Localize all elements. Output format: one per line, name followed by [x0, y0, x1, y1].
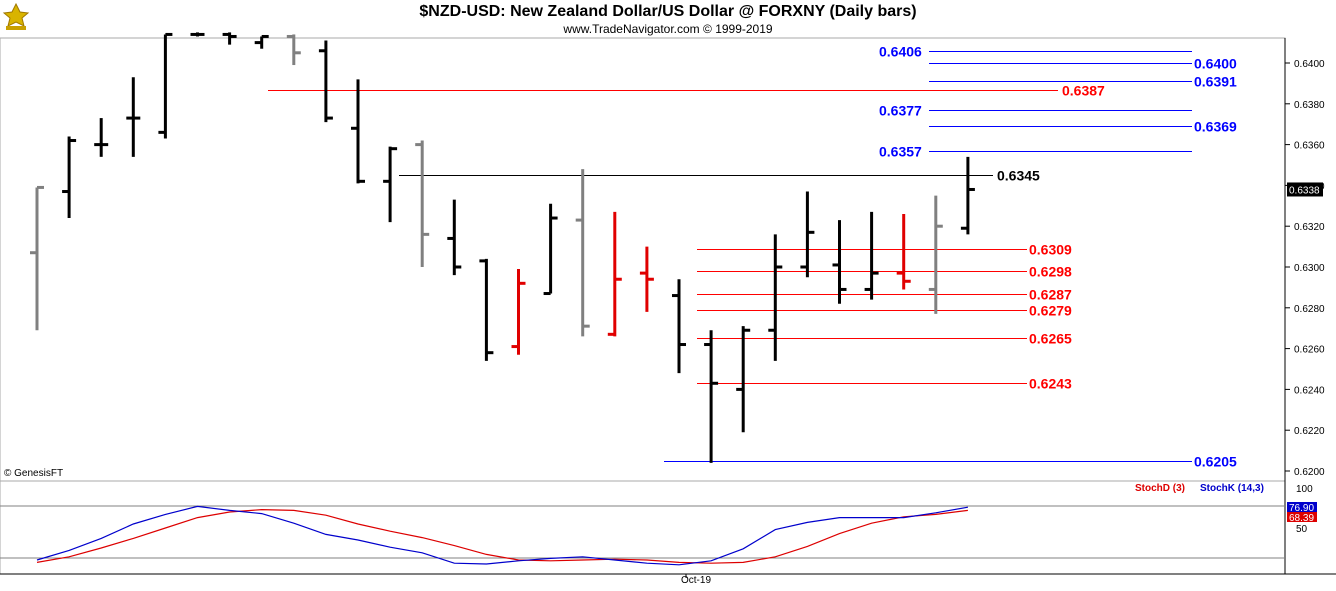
ohlc-bar — [607, 211, 622, 337]
stoch-k-legend: StochK (14,3) — [1200, 483, 1264, 494]
y-axis-tick-label: 0.6400 — [1294, 59, 1325, 70]
stoch-axis-tick-label: 100 — [1296, 484, 1313, 495]
ohlc-bar — [318, 40, 333, 123]
y-axis-tick-label: 0.6260 — [1294, 345, 1325, 356]
stoch-k-marker — [1287, 502, 1317, 512]
level-label-0.6287: 0.6287 — [1029, 287, 1072, 303]
stoch-line-StochK (14,3) — [36, 505, 969, 566]
logo-icon — [2, 2, 30, 30]
y-axis-tick-label: 0.6380 — [1294, 100, 1325, 111]
ohlc-bar — [960, 156, 975, 235]
chart-subtitle: www.TradeNavigator.com © 1999-2019 — [563, 22, 773, 36]
level-label-0.6369: 0.6369 — [1194, 119, 1237, 135]
ohlc-bar — [928, 195, 943, 314]
ohlc-bar — [768, 234, 783, 361]
last-price-label: 0.6338 — [1289, 185, 1320, 196]
y-axis-tick-label: 0.6280 — [1294, 304, 1325, 315]
ohlc-bar — [254, 34, 269, 49]
ohlc-bar — [736, 326, 751, 433]
ohlc-bar — [800, 191, 815, 278]
ohlc-bar — [639, 246, 654, 312]
ohlc-bar — [190, 32, 205, 37]
ohlc-bar — [415, 140, 430, 267]
y-axis-tick-label: 0.6220 — [1294, 426, 1325, 437]
ohlc-bar — [864, 211, 879, 300]
ohlc-bar — [896, 213, 911, 290]
y-axis-tick-label: 0.6320 — [1294, 222, 1325, 233]
stoch-d-value: 68.39 — [1289, 513, 1314, 524]
y-axis-tick-label: 0.6300 — [1294, 263, 1325, 274]
ohlc-bar — [351, 79, 365, 184]
stoch-k-value: 76.90 — [1289, 503, 1314, 514]
copyright-label: © GenesisFT — [4, 468, 64, 479]
y-axis-tick-label: 0.6360 — [1294, 141, 1325, 152]
stoch-d-marker — [1287, 512, 1317, 522]
ohlc-bar — [479, 258, 494, 361]
level-label-0.6279: 0.6279 — [1029, 303, 1072, 319]
level-label-0.6243: 0.6243 — [1029, 376, 1072, 392]
x-axis-tick-label: Oct-19 — [681, 575, 712, 586]
ohlc-bar — [158, 32, 173, 139]
level-label-0.6265: 0.6265 — [1029, 331, 1072, 347]
level-label-0.6345: 0.6345 — [997, 168, 1040, 184]
stoch-d-legend: StochD (3) — [1135, 483, 1185, 494]
ohlc-bar — [447, 199, 462, 276]
ohlc-bar — [832, 220, 847, 304]
ohlc-bar — [286, 34, 301, 66]
level-label-0.6298: 0.6298 — [1029, 264, 1072, 280]
ohlc-bar — [222, 32, 237, 45]
y-axis-tick-label: 0.6240 — [1294, 385, 1325, 396]
level-label-0.6309: 0.6309 — [1029, 242, 1072, 258]
ohlc-bar — [511, 269, 526, 355]
chart-title: $NZD-USD: New Zealand Dollar/US Dollar @… — [419, 3, 917, 20]
ohlc-bar — [126, 77, 141, 157]
level-label-0.6406: 0.6406 — [879, 44, 922, 60]
ohlc-bar — [62, 136, 77, 219]
level-label-0.6205: 0.6205 — [1194, 454, 1237, 470]
stoch-line-StochD (3) — [36, 508, 968, 564]
ohlc-bar — [383, 146, 398, 223]
level-label-0.6400: 0.6400 — [1194, 56, 1237, 72]
level-label-0.6377: 0.6377 — [879, 103, 922, 119]
ohlc-bar — [94, 118, 109, 157]
ohlc-bar — [672, 279, 686, 374]
ohlc-bar — [30, 185, 44, 331]
stoch-axis-tick-label: 50 — [1296, 524, 1308, 535]
ohlc-bar — [704, 330, 719, 463]
ohlc-bar — [543, 203, 558, 296]
level-label-0.6387: 0.6387 — [1062, 83, 1105, 99]
level-label-0.6357: 0.6357 — [879, 144, 922, 160]
ohlc-bar — [575, 169, 590, 337]
level-label-0.6391: 0.6391 — [1194, 74, 1237, 90]
last-price-marker — [1287, 182, 1323, 197]
y-axis-tick-label: 0.6200 — [1294, 467, 1325, 478]
price-pane-border — [0, 37, 1286, 482]
